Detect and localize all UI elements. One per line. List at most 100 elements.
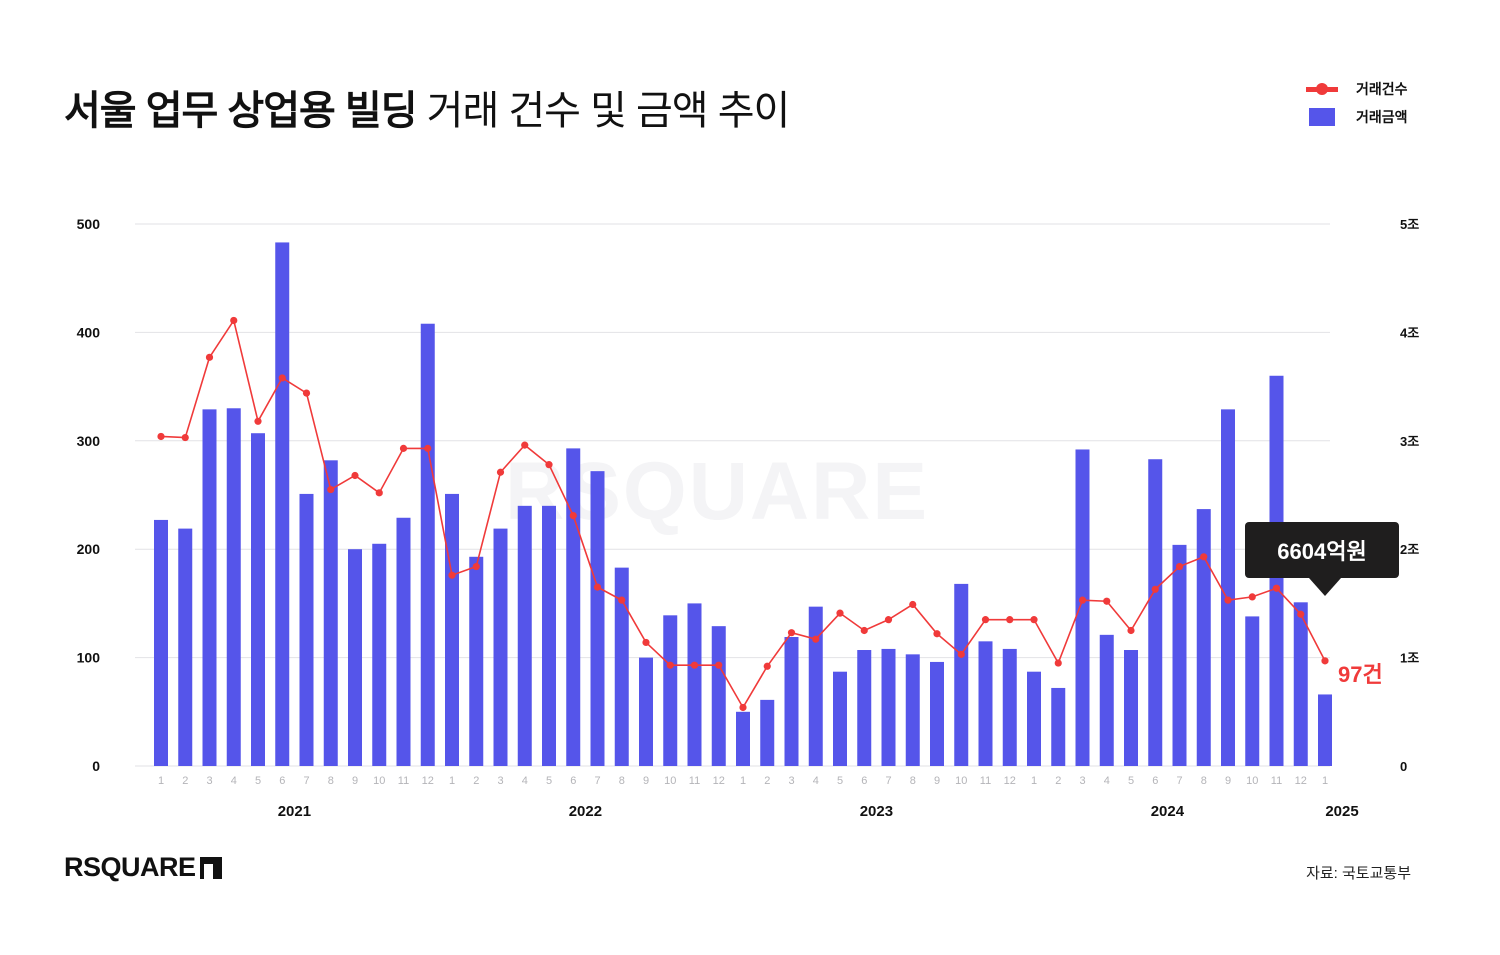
bar xyxy=(663,615,678,766)
left-axis-tick: 200 xyxy=(77,541,101,557)
month-tick: 10 xyxy=(664,775,676,787)
month-tick: 9 xyxy=(352,775,358,787)
bar xyxy=(372,543,387,766)
month-tick: 7 xyxy=(303,775,309,787)
month-tick: 9 xyxy=(1225,775,1231,787)
line-point xyxy=(1297,610,1305,618)
line-marker-icon xyxy=(1306,83,1338,95)
line-point xyxy=(1272,584,1281,592)
month-tick: 2 xyxy=(764,775,770,787)
rsquare-logo: RSQUARE xyxy=(64,852,222,883)
month-tick: 12 xyxy=(713,775,725,787)
bar xyxy=(420,323,435,766)
line-point xyxy=(666,661,674,669)
bar xyxy=(1148,459,1163,766)
line-point xyxy=(836,609,844,617)
bar xyxy=(226,408,241,766)
bar xyxy=(905,654,920,766)
month-tick: 3 xyxy=(1079,775,1085,787)
legend: 거래건수 거래금액 xyxy=(1306,76,1408,132)
month-tick: 9 xyxy=(934,775,940,787)
month-tick: 10 xyxy=(373,775,385,787)
bar xyxy=(445,493,459,766)
month-tick: 5 xyxy=(546,775,552,787)
month-tick: 3 xyxy=(497,775,503,787)
month-tick: 5 xyxy=(837,775,843,787)
line-point xyxy=(1175,562,1184,571)
bar xyxy=(954,583,969,766)
bar xyxy=(1172,544,1187,766)
month-tick: 10 xyxy=(955,775,967,787)
line-point xyxy=(521,441,529,449)
month-tick: 5 xyxy=(255,775,261,787)
year-label: 2024 xyxy=(1151,803,1185,820)
month-tick: 8 xyxy=(910,775,916,787)
bar xyxy=(1075,449,1090,766)
month-tick: 4 xyxy=(231,775,237,787)
line-point xyxy=(909,600,917,609)
bar xyxy=(1124,650,1138,766)
line-point xyxy=(739,703,747,712)
left-axis-tick: 300 xyxy=(77,433,101,449)
line-point xyxy=(472,562,480,571)
left-axis-tick: 500 xyxy=(77,216,101,232)
source-note: 자료: 국토교통부 xyxy=(1306,865,1411,882)
month-tick: 11 xyxy=(980,775,991,787)
left-axis-tick: 0 xyxy=(92,758,100,774)
line-point xyxy=(763,662,771,670)
month-tick: 1 xyxy=(1031,775,1037,787)
month-tick: 2 xyxy=(182,775,188,787)
month-tick: 8 xyxy=(328,775,334,787)
month-tick: 1 xyxy=(1322,775,1328,787)
line-point xyxy=(327,485,335,494)
bar xyxy=(857,650,872,766)
line-point xyxy=(351,471,359,480)
left-axis-tick: 400 xyxy=(77,324,101,340)
line-point xyxy=(399,444,408,452)
line-point xyxy=(1103,597,1111,605)
year-label: 2022 xyxy=(569,803,602,820)
line-point xyxy=(593,583,602,591)
title-light: 거래 건수 및 금액 추이 xyxy=(426,89,791,133)
logo-text: RSQUARE xyxy=(64,852,196,882)
legend-label: 거래건수 xyxy=(1356,81,1408,97)
bar xyxy=(833,671,847,766)
bar xyxy=(299,493,314,766)
bar xyxy=(275,242,290,767)
count-end-label: 97건 xyxy=(1338,662,1383,687)
line-point xyxy=(448,571,456,579)
legend-item-amount: 거래금액 xyxy=(1306,104,1408,130)
bar xyxy=(711,626,726,766)
bar xyxy=(1051,687,1066,766)
logo-mark-icon xyxy=(199,856,222,879)
year-label: 2023 xyxy=(860,803,893,820)
line-point xyxy=(715,661,723,669)
month-tick: 2 xyxy=(473,775,479,787)
line-point xyxy=(1030,616,1038,624)
bar xyxy=(348,549,362,766)
bar xyxy=(614,567,629,766)
right-axis-tick: 2조 xyxy=(1400,542,1419,557)
bar xyxy=(590,471,605,766)
line-point xyxy=(278,374,286,382)
line-point xyxy=(375,489,383,497)
line-point xyxy=(302,389,311,397)
bar xyxy=(881,648,896,766)
month-tick: 1 xyxy=(158,775,164,787)
month-tick: 3 xyxy=(788,775,794,787)
line-point xyxy=(230,316,238,325)
year-label: 2025 xyxy=(1325,803,1358,820)
month-tick: 1 xyxy=(740,775,746,787)
bar xyxy=(639,657,653,766)
line-point xyxy=(569,511,577,520)
month-tick: 11 xyxy=(689,775,700,787)
title-bold: 서울 업무 상업용 빌딩 xyxy=(64,89,418,133)
right-axis-tick: 5조 xyxy=(1400,217,1419,232)
bar-swatch-icon xyxy=(1309,108,1335,126)
line-point xyxy=(787,629,796,637)
bar xyxy=(784,637,799,766)
month-tick: 7 xyxy=(1176,775,1182,787)
left-axis-tick: 100 xyxy=(77,650,101,666)
bar xyxy=(1221,409,1235,766)
